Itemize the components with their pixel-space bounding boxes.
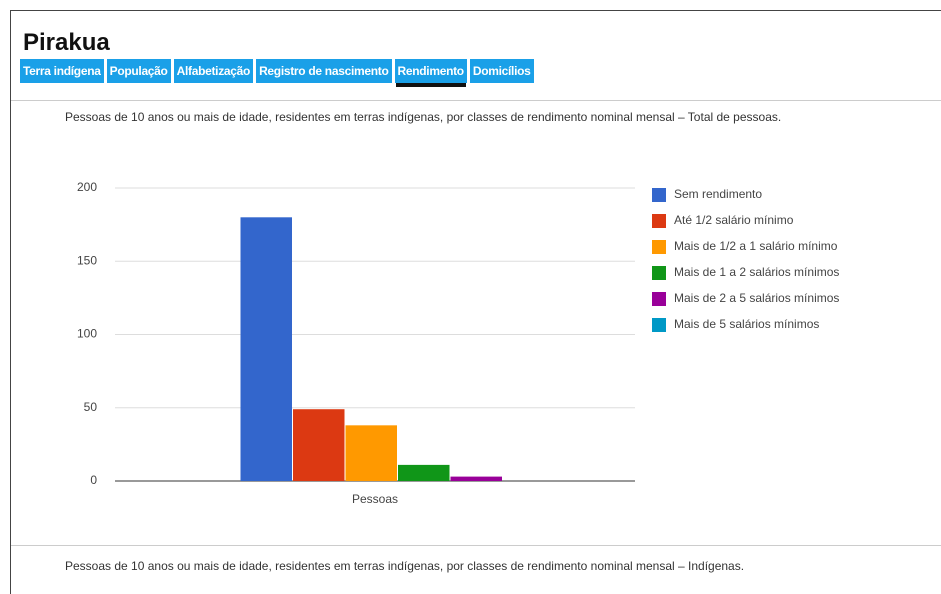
tab[interactable]: Registro de nascimento xyxy=(256,59,392,83)
legend-label: Sem rendimento xyxy=(674,187,762,201)
legend-label: Até 1/2 salário mínimo xyxy=(674,213,794,227)
bar xyxy=(398,464,450,481)
bar xyxy=(293,409,345,481)
legend-label: Mais de 5 salários mínimos xyxy=(674,317,819,331)
legend-swatch xyxy=(652,214,666,228)
bar xyxy=(450,476,502,481)
y-tick-label: 100 xyxy=(77,327,97,341)
legend-swatch xyxy=(652,292,666,306)
legend-swatch xyxy=(652,188,666,202)
bar xyxy=(345,425,397,481)
legend-swatch xyxy=(652,266,666,280)
x-tick-label: Pessoas xyxy=(352,492,398,506)
tab[interactable]: Rendimento xyxy=(394,59,467,83)
legend-swatch xyxy=(652,318,666,332)
legend-label: Mais de 1/2 a 1 salário mínimo xyxy=(674,239,838,253)
next-caption: Pessoas de 10 anos ou mais de idade, res… xyxy=(65,559,745,573)
tab-bar: Terra indígena População Alfabetização Regi… xyxy=(20,59,534,83)
bar xyxy=(240,217,292,482)
legend-label: Mais de 1 a 2 salários mínimos xyxy=(674,265,839,279)
tab[interactable]: Domicílios xyxy=(469,59,534,83)
tab[interactable]: População xyxy=(106,59,171,83)
divider xyxy=(11,100,941,101)
legend-swatch xyxy=(652,240,666,254)
page-title: Pirakua xyxy=(23,29,110,56)
y-tick-label: 0 xyxy=(90,473,97,487)
legend-label: Mais de 2 a 5 salários mínimos xyxy=(674,291,839,305)
chart-caption: Pessoas de 10 anos ou mais de idade, res… xyxy=(65,110,782,124)
tab[interactable]: Terra indígena xyxy=(20,59,104,83)
y-tick-label: 50 xyxy=(84,400,98,414)
frame: Pirakua Terra indígena População Alfabetiz… xyxy=(10,10,941,594)
divider xyxy=(11,545,941,546)
y-tick-label: 150 xyxy=(77,253,97,267)
tab[interactable]: Alfabetização xyxy=(173,59,254,83)
y-tick-label: 200 xyxy=(77,180,97,194)
